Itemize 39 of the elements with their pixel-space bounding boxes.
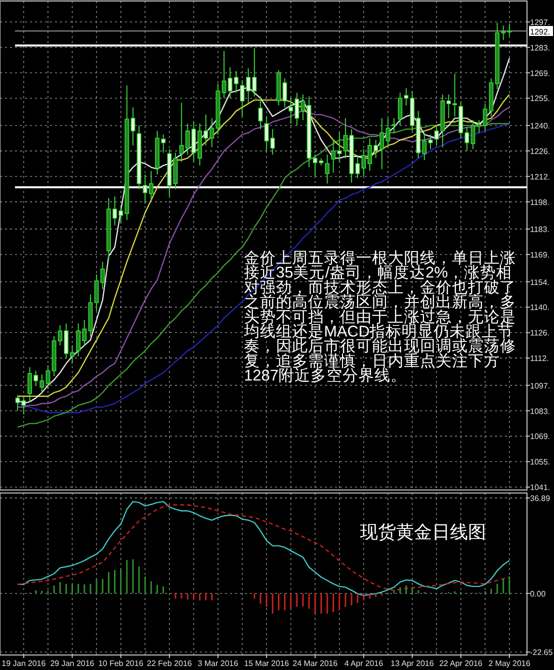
y-tick-label: 1240. (530, 121, 550, 130)
y-tick-label: 0.00 (530, 589, 546, 598)
y-tick-label: 36.89 (530, 494, 551, 503)
x-tick-label: 4 Apr 2016 (344, 659, 384, 668)
y-tick-label: 1269. (530, 68, 550, 78)
y-tick-label: 1069. (530, 432, 550, 442)
y-tick-label: 1083. (530, 406, 550, 416)
x-tick-label: 15 Mar 2016 (244, 659, 290, 668)
x-tick-label: 24 Mar 2016 (292, 659, 338, 668)
y-tick-label: 1212. (530, 172, 550, 182)
x-tick-label: 29 Jan 2016 (50, 659, 95, 668)
y-tick-label: 1041. (530, 483, 550, 492)
y-tick-label: 1154. (530, 278, 550, 287)
y-tick-label: 1169. (530, 250, 550, 260)
y-tick-label: -22.65 (530, 648, 554, 658)
y-tick-label: 1297. (530, 18, 550, 27)
annotation: 现货黄金日线图 (360, 522, 486, 542)
ref-line-label: 1292. (530, 27, 550, 36)
y-tick-label: 1097. (530, 381, 550, 390)
y-tick-label: 1226. (530, 146, 550, 156)
y-tick-label: 1198. (530, 198, 550, 207)
y-tick-label: 1140. (530, 303, 550, 312)
y-tick-label: 1183. (530, 225, 550, 234)
candlestick (392, 118, 396, 134)
y-tick-label: 1283. (530, 43, 550, 52)
x-tick-label: 2 May 2016 (488, 659, 531, 668)
x-tick-label: 3 Mar 2016 (198, 659, 239, 668)
candlestick (325, 154, 330, 184)
x-tick-label: 19 Jan 2016 (2, 659, 46, 668)
y-tick-label: 1126. (530, 328, 550, 338)
x-tick-label: 13 Apr 2016 (390, 659, 434, 668)
x-tick-label: 22 Feb 2016 (146, 659, 192, 668)
x-tick-label: 22 Apr 2016 (439, 659, 483, 668)
y-tick-label: 1112. (530, 354, 549, 364)
x-tick-label: 10 Feb 2016 (98, 659, 144, 668)
y-tick-label: 1055. (530, 458, 550, 467)
annotation: 1287附近多空分界线。 (244, 366, 406, 385)
candlestick (258, 96, 263, 130)
y-tick-label: 1255. (530, 94, 550, 104)
